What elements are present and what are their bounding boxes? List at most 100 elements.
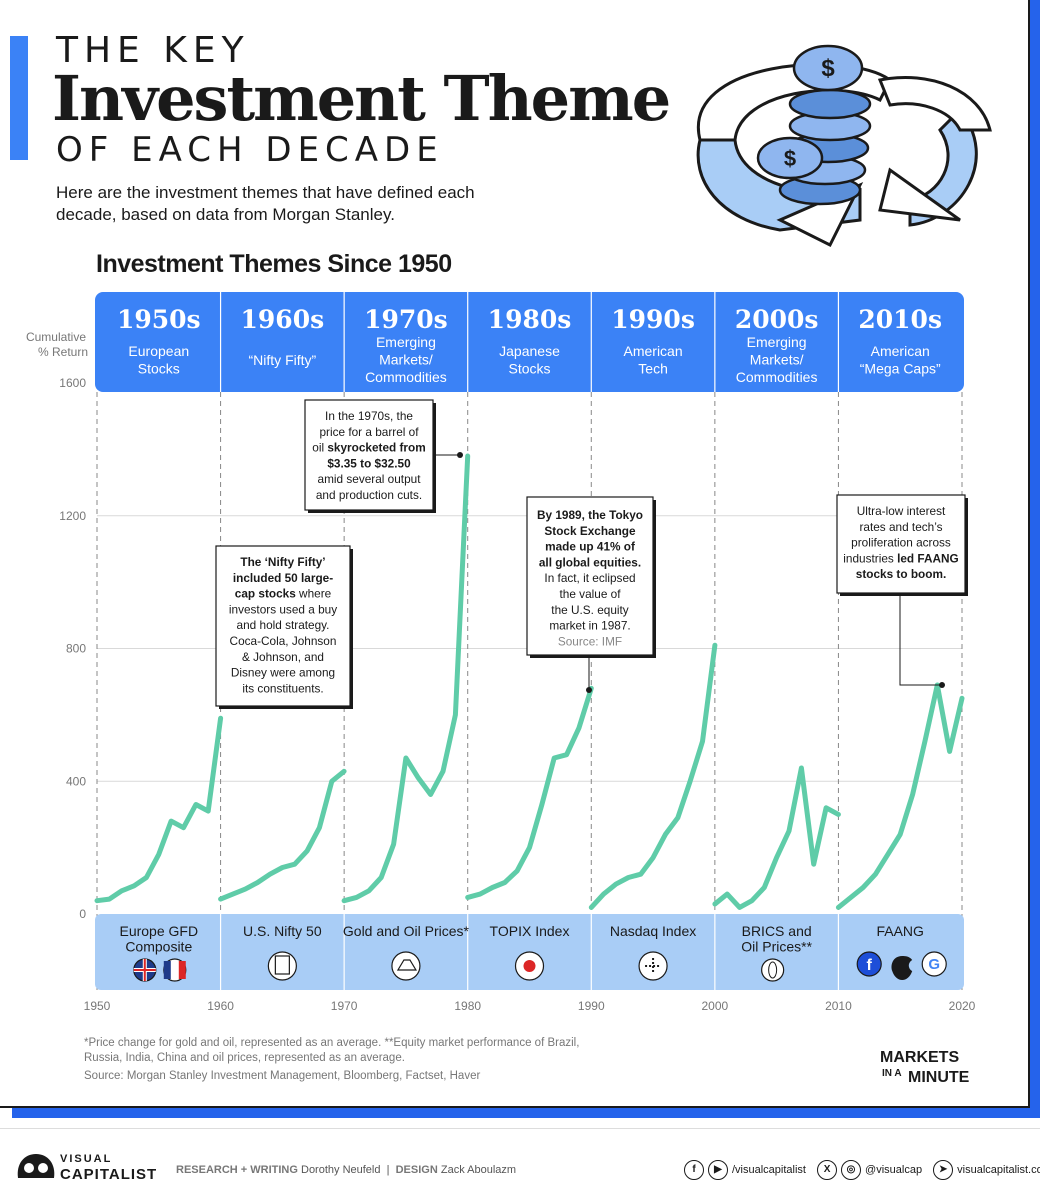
annotation-text: all global equities. [539, 555, 641, 569]
annotation-line: investors used a buy [229, 602, 337, 616]
x-tick-label: 2010 [825, 999, 852, 1013]
annotation-text: Disney were among [231, 666, 335, 680]
decade-label: 2000s [735, 305, 819, 334]
handle-visualcapitalist[interactable]: /visualcapitalist [732, 1164, 806, 1176]
facebook-icon [856, 951, 882, 977]
annotation-text: $3.35 to $32.50 [327, 456, 411, 470]
decade-theme: American [624, 343, 683, 359]
annotation-text: amid several output [318, 472, 422, 486]
series-line-2000s [712, 765, 841, 910]
globe-meridian [768, 961, 778, 979]
series-line-1980s [465, 685, 594, 900]
x-tick-label: 1950 [84, 999, 111, 1013]
annotation-line: industries led FAANG [843, 551, 958, 565]
annotation-line: made up 41% of [545, 540, 635, 554]
annotation-text: Stock Exchange [544, 524, 636, 538]
y-tick-label: 0 [79, 907, 86, 921]
decade-label: 1980s [488, 305, 572, 334]
design-name: Zack Aboulazm [440, 1164, 517, 1176]
uk-flag-cross-red [133, 959, 156, 981]
annotation-line: Source: IMF [558, 634, 622, 648]
research-name: Dorothy Neufeld [301, 1164, 381, 1176]
decade-theme: Tech [638, 361, 668, 377]
decade-theme: Markets/ [750, 352, 804, 368]
google-letter: G [928, 956, 940, 973]
annotation-line: included 50 large- [233, 571, 333, 585]
decade-theme: Stocks [508, 361, 550, 377]
website-link[interactable]: visualcapitalist.com [957, 1164, 1040, 1176]
decade-theme: Markets/ [379, 352, 433, 368]
coin-stack-illustration: $ $ [696, 44, 992, 248]
annotation-text: led FAANG [897, 551, 959, 565]
annotation-line: In fact, it eclipsed [544, 571, 635, 585]
y-tick-label: 800 [66, 642, 86, 656]
annotation-text: Source: IMF [558, 634, 622, 648]
annotation-text: oil [312, 441, 327, 455]
handle-visualcap[interactable]: @visualcap [865, 1164, 923, 1176]
facebook-letter: f [867, 957, 873, 974]
decade-theme: “Nifty Fifty” [249, 352, 317, 368]
annotation-line: & Johnson, and [242, 650, 324, 664]
annotation-text: Coca-Cola, Johnson [230, 634, 337, 648]
annotation-text: made up 41% of [545, 540, 635, 554]
annotation-line: amid several output [318, 472, 422, 486]
annotation-box [836, 494, 966, 594]
annotation-line: the value of [560, 587, 622, 601]
decade-theme: American [871, 343, 930, 359]
annotation-text: its constituents. [242, 681, 323, 695]
brand-top: VISUAL [60, 1153, 113, 1165]
series-line-1990s [588, 642, 718, 910]
annotation-text: proliferation across [851, 536, 951, 550]
index-label: U.S. Nifty 50 [243, 923, 322, 939]
annotation-text: stocks to boom. [856, 567, 946, 581]
right-shadow [1030, 0, 1040, 1118]
chart-title: Investment Themes Since 1950 [96, 250, 452, 278]
y-tick-label: 1200 [59, 509, 86, 523]
mim-line-3: MINUTE [908, 1069, 970, 1086]
index-label: BRICS and [742, 923, 812, 939]
decade-theme: Stocks [138, 361, 180, 377]
annotation-text: the U.S. equity [551, 603, 628, 617]
globe-icon [761, 958, 785, 982]
annotation-text: price for a barrel of [319, 425, 419, 439]
cursor-icon[interactable]: ➤ [933, 1160, 954, 1180]
decade-theme: European [128, 343, 189, 359]
gold-bars-icon [391, 951, 421, 981]
france-flag-red [178, 961, 186, 979]
x-tick-label: 1980 [454, 999, 481, 1013]
annotation-text: In fact, it eclipsed [544, 571, 635, 585]
title-accent-bar [10, 36, 28, 160]
annotation-text: market in 1987. [549, 619, 630, 633]
instagram-icon[interactable]: ◎ [841, 1160, 862, 1180]
google-icon [921, 951, 947, 977]
decade-theme: Emerging [376, 334, 436, 350]
decade-theme: Commodities [736, 369, 818, 385]
youtube-icon[interactable]: ▶ [708, 1160, 728, 1180]
annotation-dot [457, 452, 463, 458]
series-line-1960s [218, 768, 347, 902]
visual-capitalist-logo-icon [17, 1154, 55, 1178]
annotation-text: cap stocks [235, 587, 296, 601]
decade-theme: Japanese [499, 343, 560, 359]
annotation-text: the value of [560, 587, 622, 601]
series-line-2010s [835, 682, 965, 910]
x-icon[interactable]: X [817, 1160, 838, 1180]
decade-theme: Commodities [365, 369, 447, 385]
annotation-line: $3.35 to $32.50 [327, 456, 411, 470]
annotation-line: Stock Exchange [544, 524, 636, 538]
decade-label: 1990s [611, 305, 695, 334]
footer-divider [0, 1128, 1040, 1129]
annotation-box [304, 399, 434, 511]
index-label: Europe GFD [119, 923, 198, 939]
decade-label: 2010s [858, 305, 942, 334]
index-label: Nasdaq Index [610, 923, 696, 939]
decade-label: 1950s [117, 305, 201, 334]
title-line-2: Investment Theme [52, 62, 671, 135]
annotation-text: rates and tech’s [859, 520, 942, 534]
annotation-line: all global equities. [539, 555, 641, 569]
facebook-icon[interactable]: f [684, 1160, 704, 1180]
x-tick-label: 2000 [702, 999, 729, 1013]
svg-text:$: $ [784, 146, 796, 171]
decade-label: 1960s [241, 305, 325, 334]
annotation-box [526, 496, 654, 656]
